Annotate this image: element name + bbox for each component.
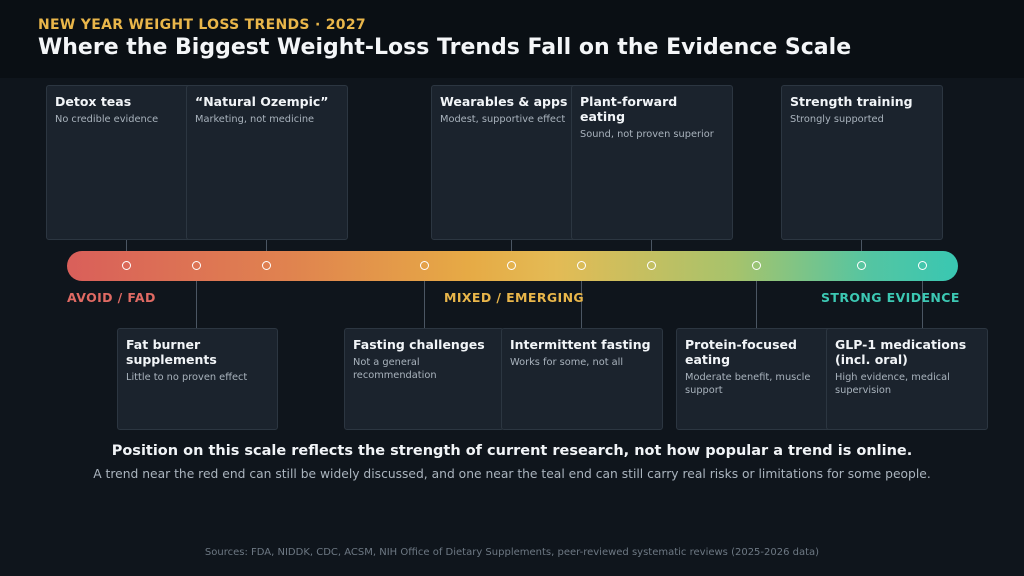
- trend-note: Marketing, not medicine: [195, 114, 315, 125]
- trend-title: Fat burner supplements: [126, 337, 217, 367]
- stem-strength-training: [861, 240, 862, 260]
- scale-label-mixed: MIXED / EMERGING: [444, 290, 585, 305]
- trend-title: Wearables & apps: [440, 94, 568, 109]
- trend-card-plant-forward: Plant-forward eating Sound, not proven s…: [571, 85, 733, 240]
- caption-sub: A trend near the red end can still be wi…: [93, 467, 931, 481]
- header-band: NEW YEAR WEIGHT LOSS TRENDS · 2027 Where…: [0, 0, 1024, 78]
- marker-glp1: [918, 261, 927, 270]
- stem-protein-focused: [756, 272, 757, 328]
- scale-label-avoid: AVOID / FAD: [67, 290, 156, 305]
- marker-detox-teas: [122, 261, 131, 270]
- trend-card-strength-training: Strength training Strongly supported: [781, 85, 943, 240]
- stem-fat-burners: [196, 272, 197, 328]
- trend-title: GLP-1 medications (incl. oral): [835, 337, 967, 367]
- trend-card-protein-focused: Protein-focused eating Moderate benefit,…: [676, 328, 837, 430]
- trend-title: Protein-focused eating: [685, 337, 797, 367]
- stem-plant-forward: [651, 240, 652, 260]
- eyebrow-label: NEW YEAR WEIGHT LOSS TRENDS · 2027: [38, 17, 366, 33]
- trend-note: Modest, supportive effect: [440, 114, 566, 125]
- trend-title: Detox teas: [55, 94, 132, 109]
- marker-wearables: [507, 261, 516, 270]
- trend-title: Fasting challenges: [353, 337, 485, 352]
- trend-card-intermittent-fasting: Intermittent fasting Works for some, not…: [501, 328, 663, 430]
- trend-note: High evidence, medical supervision: [835, 372, 950, 396]
- marker-fasting-challenges: [420, 261, 429, 270]
- trend-note: Works for some, not all: [510, 357, 624, 368]
- trend-title: Strength training: [790, 94, 913, 109]
- trend-title: “Natural Ozempic”: [195, 94, 329, 109]
- trend-title: Plant-forward eating: [580, 94, 678, 124]
- stem-glp1: [922, 272, 923, 328]
- trend-title: Intermittent fasting: [510, 337, 651, 352]
- trend-card-detox-teas: Detox teas No credible evidence: [46, 85, 206, 240]
- marker-protein-focused: [752, 261, 761, 270]
- stem-intermittent-fasting: [581, 272, 582, 328]
- trend-note: Sound, not proven superior: [580, 129, 714, 140]
- trend-note: Strongly supported: [790, 114, 884, 125]
- trend-note: Not a general recommendation: [353, 357, 437, 381]
- sources-note: Sources: FDA, NIDDK, CDC, ACSM, NIH Offi…: [204, 547, 820, 558]
- marker-intermittent-fasting: [577, 261, 586, 270]
- marker-plant-forward: [647, 261, 656, 270]
- trend-note: Moderate benefit, muscle support: [685, 372, 811, 396]
- stem-detox-teas: [126, 240, 127, 260]
- trend-card-glp1: GLP-1 medications (incl. oral) High evid…: [826, 328, 988, 430]
- trend-card-natural-ozempic: “Natural Ozempic” Marketing, not medicin…: [186, 85, 348, 240]
- stem-natural-ozempic: [266, 240, 267, 260]
- scale-label-strong: STRONG EVIDENCE: [821, 290, 960, 305]
- stem-fasting-challenges: [424, 272, 425, 328]
- trend-card-wearables: Wearables & apps Modest, supportive effe…: [431, 85, 591, 240]
- page-title: Where the Biggest Weight-Loss Trends Fal…: [38, 35, 852, 60]
- caption-main: Position on this scale reflects the stre…: [111, 443, 913, 459]
- trend-note: No credible evidence: [55, 114, 159, 125]
- marker-natural-ozempic: [262, 261, 271, 270]
- marker-strength-training: [857, 261, 866, 270]
- stem-wearables: [511, 240, 512, 260]
- marker-fat-burners: [192, 261, 201, 270]
- trend-card-fat-burners: Fat burner supplements Little to no prov…: [117, 328, 278, 430]
- trend-card-fasting-challenges: Fasting challenges Not a general recomme…: [344, 328, 504, 430]
- trend-note: Little to no proven effect: [126, 372, 248, 383]
